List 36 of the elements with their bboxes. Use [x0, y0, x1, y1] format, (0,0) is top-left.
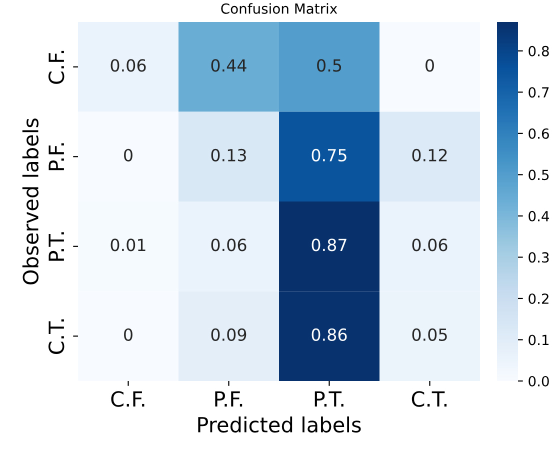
y-tick-label: P.T.	[48, 232, 64, 261]
data-label: 0.44	[211, 59, 246, 72]
data-label: 0.75	[312, 148, 346, 162]
data-label: 0	[426, 59, 434, 72]
data-label: 0.06	[110, 59, 146, 72]
data-label: 0.09	[211, 328, 246, 341]
data-label: 0.06	[412, 238, 448, 252]
y-axis-title: Observed labels	[22, 118, 39, 284]
data-label: 0.13	[211, 148, 246, 162]
color-bar-label: 0.2	[528, 293, 548, 304]
data-label: 0.87	[312, 238, 346, 252]
data-label: 0.12	[412, 148, 447, 162]
color-bar-label: 0.1	[528, 334, 549, 346]
color-bar-label: 0.7	[528, 87, 549, 98]
x-tick-label: P.T.	[314, 391, 344, 407]
y-tick-label: C.T.	[48, 319, 64, 354]
color-bar-label: 0.5	[528, 170, 549, 180]
data-label: 0	[124, 328, 132, 341]
chart-title: Confusion Matrix	[221, 3, 338, 14]
color-bar-label: 0.0	[528, 376, 549, 386]
y-tick-label: P.F.	[48, 143, 64, 170]
color-bar-label: 0.4	[528, 210, 550, 222]
color-bar-label: 0.3	[528, 252, 549, 263]
data-label: 0.5	[317, 59, 342, 72]
data-label: 0	[124, 148, 132, 162]
color-bar-label: 0.6	[528, 128, 549, 139]
data-label: 0.86	[312, 328, 347, 341]
y-tick-label: C.F.	[48, 50, 64, 84]
color-bar-label: 0.8	[528, 46, 549, 56]
data-label: 0.06	[211, 238, 246, 252]
data-label: 0.01	[110, 238, 146, 252]
data-label: 0.05	[412, 328, 447, 341]
x-axis-title: Predicted labels	[198, 416, 361, 433]
x-tick-label: P.F.	[215, 391, 242, 407]
x-tick-label: C.T.	[412, 391, 447, 407]
x-tick-label: C.F.	[111, 391, 144, 407]
